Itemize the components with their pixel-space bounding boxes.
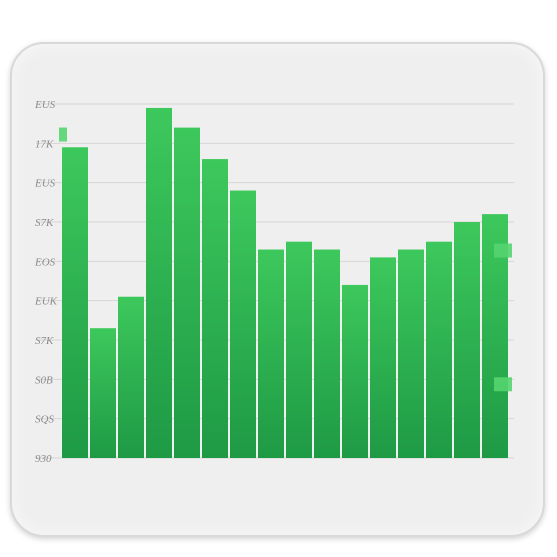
y-tick-label: S0B (35, 374, 53, 386)
bar (426, 241, 452, 458)
bar (90, 328, 116, 458)
y-tick-label: EUS (34, 99, 56, 111)
bar (146, 107, 172, 458)
bar (286, 241, 312, 458)
y-tick-label: S7K (35, 217, 54, 229)
bar (230, 190, 256, 459)
accent-markers (59, 127, 512, 392)
y-tick-label: 930 (35, 453, 52, 465)
accent-marker (59, 127, 67, 142)
bar (174, 127, 200, 458)
bar (118, 296, 144, 458)
bar (342, 284, 368, 458)
y-axis-ticks: 930 SQS S0B S7K EUK EOS S7K EUS 17K EUS (34, 99, 58, 465)
y-tick-label: EOS (34, 256, 56, 268)
bar (454, 222, 480, 458)
y-tick-label: S7K (35, 335, 54, 347)
bar (398, 249, 424, 458)
y-tick-label: SQS (35, 414, 54, 426)
bar (62, 147, 88, 458)
bar (370, 257, 396, 458)
bar (314, 249, 340, 458)
bars (62, 107, 508, 459)
y-tick-label: EUS (34, 178, 56, 190)
accent-marker (494, 243, 512, 258)
y-tick-label: 17K (35, 138, 54, 150)
accent-marker (494, 377, 512, 392)
bar (202, 159, 228, 459)
y-tick-label: EUK (34, 296, 58, 308)
bar (258, 249, 284, 458)
